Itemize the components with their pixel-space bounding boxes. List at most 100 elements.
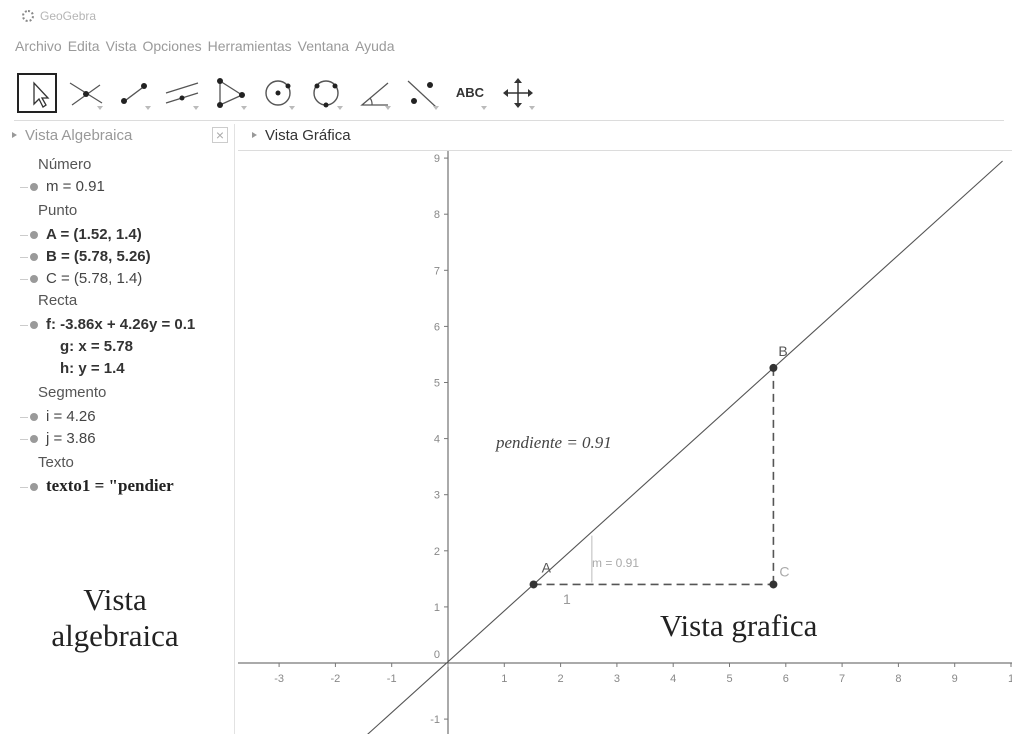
visibility-dot-icon[interactable] xyxy=(30,435,38,444)
point-label-B: B xyxy=(778,343,787,359)
algebra-item-label: B = (5.78, 5.26) xyxy=(46,248,151,265)
algebra-item-h[interactable]: h: y = 1.4 xyxy=(60,360,125,377)
move-view-tool-button[interactable] xyxy=(498,73,538,113)
x-tick-label: 4 xyxy=(670,673,676,685)
menu-archivo[interactable]: Archivo xyxy=(15,38,62,54)
x-tick-label: 1 xyxy=(1008,673,1012,685)
parallel-line-tool-icon xyxy=(165,82,199,104)
tree-connector xyxy=(20,256,28,258)
visibility-dot-icon[interactable] xyxy=(30,413,38,422)
y-tick-label: 2 xyxy=(434,546,440,558)
graphics-view-title: Vista Gráfica xyxy=(265,127,351,144)
circle-tool-button[interactable] xyxy=(258,73,298,113)
circle-three-points-tool-button[interactable] xyxy=(306,73,346,113)
panel-divider[interactable] xyxy=(234,124,235,734)
point-label-A: A xyxy=(542,559,552,575)
category-texto: Texto xyxy=(38,454,74,471)
x-tick-label: -3 xyxy=(274,673,284,685)
parallel-line-tool-button[interactable] xyxy=(162,73,202,113)
algebra-item-label: i = 4.26 xyxy=(46,408,96,425)
category-punto: Punto xyxy=(38,202,78,219)
tree-connector xyxy=(20,438,28,440)
category-recta: Recta xyxy=(38,292,78,309)
tree-connector xyxy=(20,416,28,418)
toolbar: ABC xyxy=(14,68,1004,121)
algebra-item-label: C = (5.78, 1.4) xyxy=(46,270,143,287)
y-tick-label: 7 xyxy=(434,265,440,277)
polygon-tool-button[interactable] xyxy=(210,73,250,113)
x-tick-label: 3 xyxy=(614,673,620,685)
algebra-item-m[interactable]: m = 0.91 xyxy=(20,178,105,195)
visibility-dot-icon[interactable] xyxy=(30,253,38,262)
x-tick-label: -1 xyxy=(387,673,397,685)
x-tick-label: 2 xyxy=(558,673,564,685)
construction-objects: A B C xyxy=(367,160,1003,734)
menu-herramientas[interactable]: Herramientas xyxy=(207,38,292,54)
x-tick-label: 1 xyxy=(501,673,507,685)
geogebra-logo-icon xyxy=(22,10,34,22)
algebra-item-i[interactable]: i = 4.26 xyxy=(20,408,96,425)
x-tick-label: 7 xyxy=(839,673,845,685)
angle-tool-button[interactable] xyxy=(354,73,394,113)
vista-algebraica-line2: algebraica xyxy=(51,618,179,653)
point-A xyxy=(529,580,538,589)
visibility-dot-icon[interactable] xyxy=(30,321,38,330)
tree-connector xyxy=(20,486,28,488)
polygon-tool-icon xyxy=(217,78,245,108)
algebra-item-B[interactable]: B = (5.78, 5.26) xyxy=(20,248,151,265)
algebra-view-header: Vista Algebraica × xyxy=(0,124,232,148)
tree-connector xyxy=(20,186,28,188)
algebra-item-j[interactable]: j = 3.86 xyxy=(20,430,96,447)
algebra-item-g[interactable]: g: x = 5.78 xyxy=(60,338,133,355)
x-tick-label: -2 xyxy=(331,673,341,685)
menu-edita[interactable]: Edita xyxy=(67,38,100,54)
y-tick-label: 6 xyxy=(434,321,440,333)
algebra-item-A[interactable]: A = (1.52, 1.4) xyxy=(20,226,142,243)
menu-ayuda[interactable]: Ayuda xyxy=(355,38,395,54)
point-tool-button[interactable] xyxy=(66,73,106,113)
close-icon[interactable]: × xyxy=(212,127,228,143)
menu-ventana[interactable]: Ventana xyxy=(297,38,350,54)
visibility-dot-icon[interactable] xyxy=(30,231,38,240)
tree-connector xyxy=(20,234,28,236)
reflect-tool-icon xyxy=(407,80,437,108)
algebra-item-label: m = 0.91 xyxy=(46,178,105,195)
y-tick-label: 5 xyxy=(434,378,440,390)
menu-vista[interactable]: Vista xyxy=(105,38,137,54)
algebra-view: Número m = 0.91 Punto A = (1.52, 1.4) B … xyxy=(0,150,232,734)
visibility-dot-icon[interactable] xyxy=(30,275,38,284)
reflect-tool-button[interactable] xyxy=(402,73,442,113)
circle-three-points-tool-icon xyxy=(313,80,339,108)
category-numero: Número xyxy=(38,156,92,173)
x-tick-label: 9 xyxy=(952,673,958,685)
algebra-view-title: Vista Algebraica xyxy=(25,127,133,144)
collapse-arrow-icon[interactable] xyxy=(252,132,257,138)
y-tick-label: 4 xyxy=(434,434,440,446)
algebra-item-texto1[interactable]: texto1 = "pendier xyxy=(20,476,174,496)
line-f xyxy=(367,160,1003,734)
algebra-item-C[interactable]: C = (5.78, 1.4) xyxy=(20,270,142,287)
visibility-dot-icon[interactable] xyxy=(30,483,38,492)
text-tool-button[interactable]: ABC xyxy=(450,73,490,113)
algebra-item-f[interactable]: f: -3.86x + 4.26y = 0.1 xyxy=(20,316,195,333)
window-title: GeoGebra xyxy=(40,9,97,23)
visibility-dot-icon[interactable] xyxy=(30,183,38,192)
slope-label: m = 0.91 xyxy=(592,556,639,570)
x-tick-label: 8 xyxy=(895,673,901,685)
point-label-C: C xyxy=(779,563,789,579)
pendiente-text[interactable]: pendiente = 0.91 xyxy=(495,433,612,452)
run-label: 1 xyxy=(563,591,571,607)
algebra-item-label: texto1 = "pendier xyxy=(46,476,174,495)
menu-opciones[interactable]: Opciones xyxy=(142,38,202,54)
move-tool-button[interactable] xyxy=(17,73,57,113)
collapse-arrow-icon[interactable] xyxy=(12,132,17,138)
vista-grafica-label: Vista grafica xyxy=(660,608,818,643)
vista-algebraica-label: Vista algebraica xyxy=(30,582,200,654)
algebra-item-label: f: -3.86x + 4.26y = 0.1 xyxy=(46,316,196,333)
header-divider xyxy=(238,150,1012,151)
origin-label: 0 xyxy=(434,649,440,661)
graphics-view[interactable]: -3 -2 -1 1 2 3 4 5 6 7 8 9 1 9 8 7 6 5 4 3 2 1 -1 0 A B C pendien… xyxy=(238,151,1012,734)
y-tick-label: -1 xyxy=(430,714,440,726)
graphics-view-header: Vista Gráfica xyxy=(240,124,1012,148)
line-tool-button[interactable] xyxy=(114,73,154,113)
